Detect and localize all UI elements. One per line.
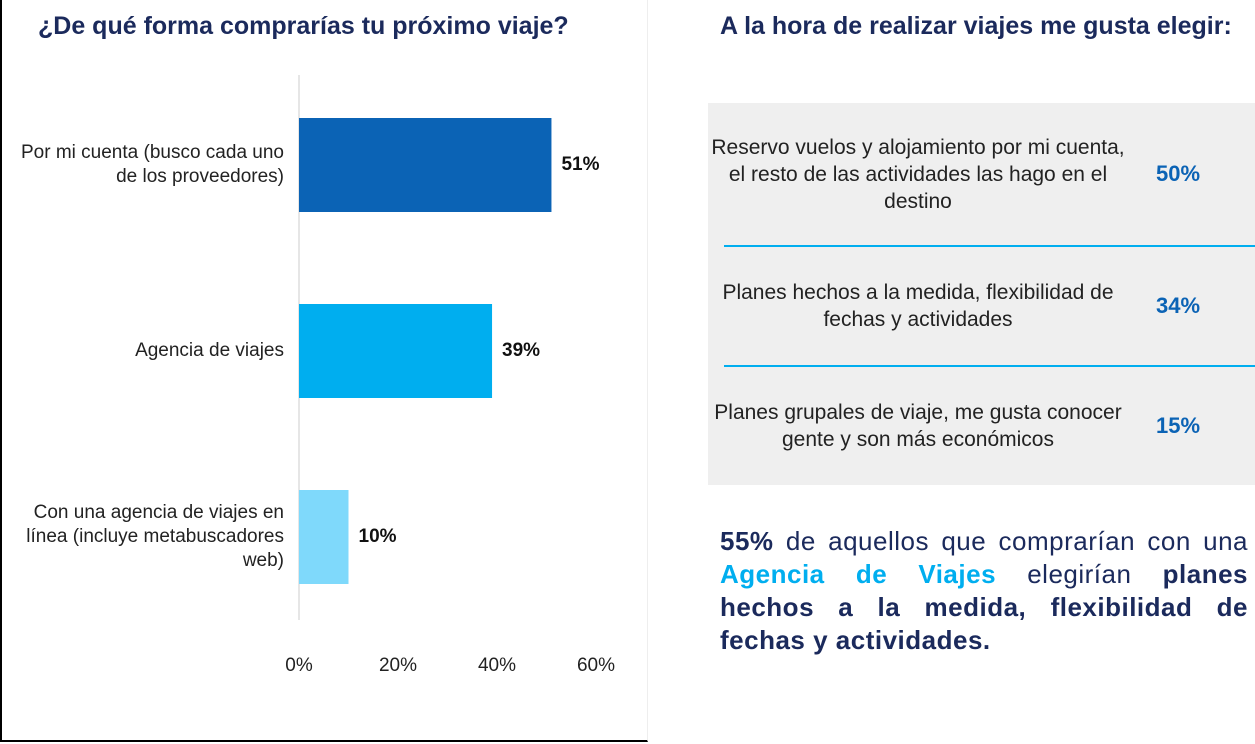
chart-title: ¿De qué forma comprarías tu próximo viaj… bbox=[38, 12, 569, 40]
note-segment: planes hechos a la medida, flexibilidad … bbox=[720, 559, 1248, 655]
option-value: 15% bbox=[1155, 413, 1201, 438]
options-box: Reservo vuelos y alojamiento por mi cuen… bbox=[708, 103, 1255, 485]
category-label: Agencia de viajes bbox=[135, 340, 284, 361]
bar bbox=[299, 118, 552, 212]
option-row: Planes hechos a la medida, flexibilidad … bbox=[708, 247, 1255, 365]
chart-panel: ¿De qué forma comprarías tu próximo viaj… bbox=[0, 0, 648, 742]
option-text: Planes grupales de viaje, me gusta conoc… bbox=[714, 401, 1122, 451]
value-label: 39% bbox=[502, 340, 541, 361]
x-tick-label: 40% bbox=[477, 655, 517, 676]
note-segment: elegirían bbox=[996, 559, 1163, 589]
option-value: 34% bbox=[1155, 293, 1201, 318]
value-label: 51% bbox=[561, 154, 600, 175]
bar bbox=[299, 490, 349, 584]
note-segment: de aquellos que comprarían con una bbox=[773, 526, 1248, 556]
option-row: Reservo vuelos y alojamiento por mi cuen… bbox=[708, 103, 1255, 245]
category-label: Con una agencia de viajes en línea (incl… bbox=[26, 502, 284, 571]
option-text: Reservo vuelos y alojamiento por mi cuen… bbox=[711, 135, 1125, 213]
option-row: Planes grupales de viaje, me gusta conoc… bbox=[708, 367, 1255, 485]
divider bbox=[724, 245, 1255, 247]
note-segment: Agencia de Viajes bbox=[720, 559, 997, 589]
category-label: Por mi cuenta (busco cada uno de los pro… bbox=[21, 142, 284, 187]
bar bbox=[299, 304, 493, 398]
chart bbox=[298, 75, 552, 620]
option-text: Planes hechos a la medida, flexibilidad … bbox=[722, 281, 1114, 331]
panel-title: A la hora de realizar viajes me gusta el… bbox=[720, 12, 1232, 40]
x-tick-label: 20% bbox=[378, 655, 418, 676]
divider bbox=[724, 365, 1255, 367]
x-tick-label: 60% bbox=[576, 655, 616, 676]
option-value: 50% bbox=[1155, 161, 1201, 186]
x-tick-label: 0% bbox=[285, 655, 313, 676]
note: 55% de aquellos que comprarían con una A… bbox=[720, 525, 1248, 657]
note-segment: 55% bbox=[720, 526, 774, 556]
value-label: 10% bbox=[358, 526, 397, 547]
